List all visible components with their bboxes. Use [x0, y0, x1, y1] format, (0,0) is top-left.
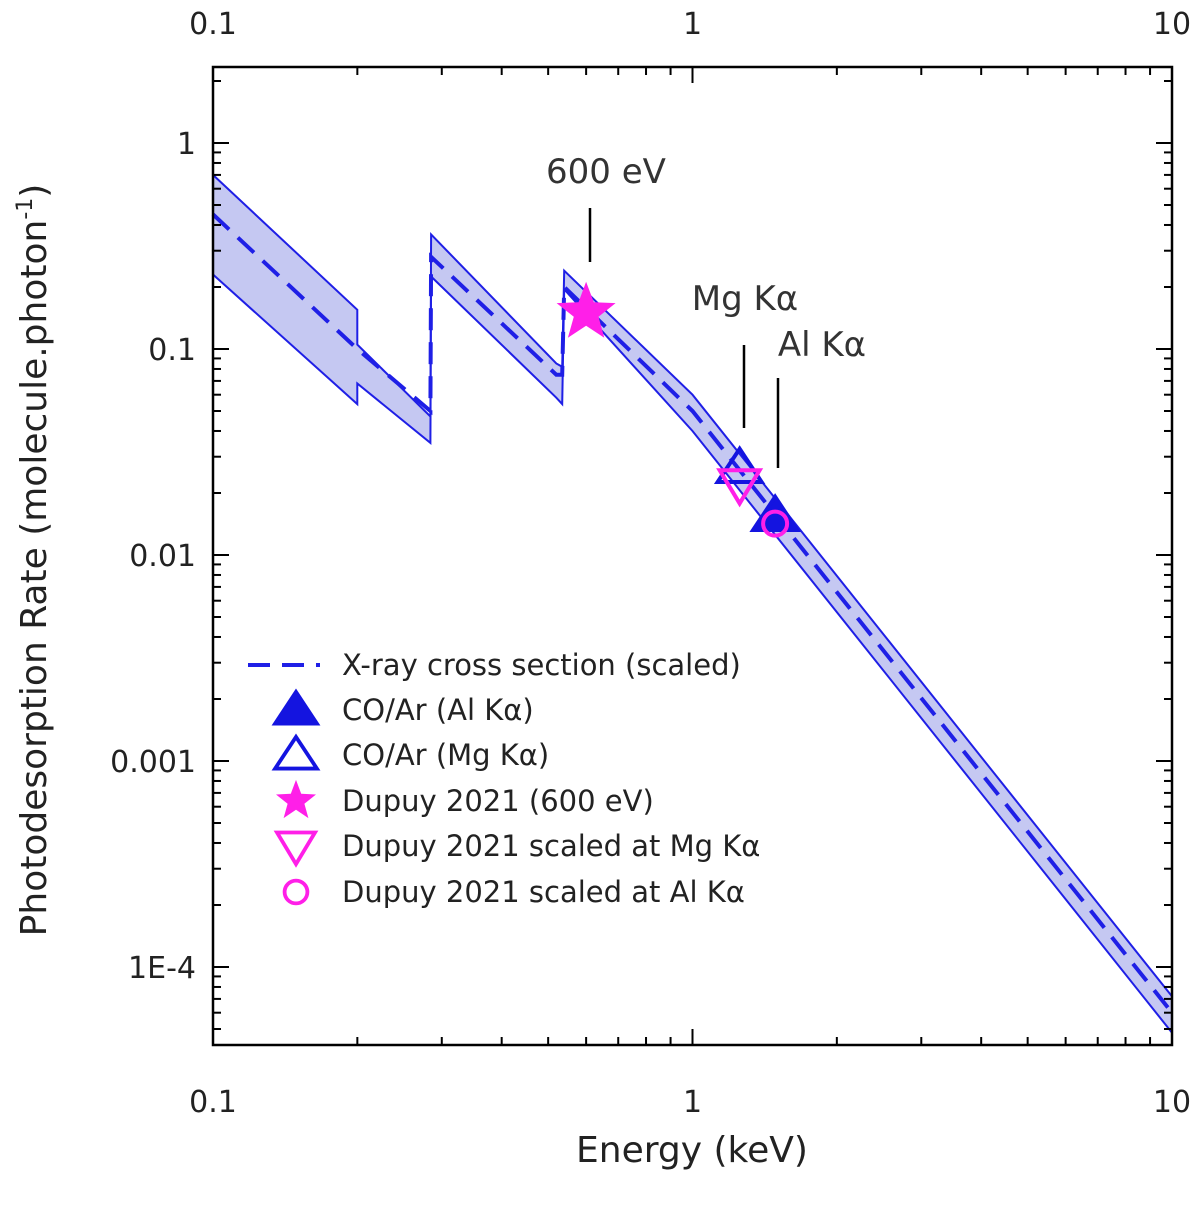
x-tick-label-top: 1	[683, 7, 702, 42]
y-tick-label: 1E-4	[128, 951, 196, 986]
x-axis-title: Energy (keV)	[576, 1130, 808, 1171]
band-upper-edge	[212, 174, 1173, 998]
data-point-open-triangle-0	[713, 445, 766, 485]
al-point-inner-dot	[767, 515, 784, 532]
y-tick-label: 0.1	[148, 333, 196, 368]
y-axis-title-sup: -1	[13, 198, 38, 220]
data-point-star-0	[556, 281, 616, 338]
x-tick-label-top: 0.1	[189, 7, 237, 42]
x-tick-label-bottom: 0.1	[189, 1085, 237, 1120]
legend-swatch-open-circle	[282, 878, 310, 906]
legend-label: Dupuy 2021 scaled at Al Kα	[342, 875, 745, 909]
legend-swatch-star	[276, 779, 316, 819]
band-lower-edge	[212, 273, 1173, 1034]
annotation-label: Al Kα	[778, 325, 866, 365]
annotations: 600 eV Mg Kα Al Kα	[546, 152, 866, 468]
legend: X-ray cross section (scaled) CO/Ar (Al Kα…	[248, 648, 760, 909]
annotation-label: 600 eV	[546, 152, 666, 192]
legend-swatch-open-triangle	[271, 733, 321, 771]
axis-ticks: 0.1 0.1 1 1 10 10 1 0.1 0.01 0.001 1E-4	[110, 7, 1191, 1120]
plot-area	[211, 174, 1174, 1034]
y-tick-label: 1	[177, 127, 196, 162]
annotation-label: Mg Kα	[692, 279, 798, 319]
legend-swatch-open-down-triangle	[273, 830, 319, 868]
data-point-open-circle-0	[761, 509, 790, 538]
x-tick-label-top: 10	[1153, 7, 1191, 42]
y-tick-label: 0.01	[129, 539, 196, 574]
y-axis-title-main: Photodesorption Rate (molecule.photon	[14, 220, 55, 937]
x-tick-label-bottom: 1	[683, 1085, 702, 1120]
legend-label: Dupuy 2021 scaled at Mg Kα	[342, 829, 760, 863]
legend-swatch-filled-triangle	[271, 688, 321, 726]
legend-label: X-ray cross section (scaled)	[342, 648, 741, 682]
data-point-open-down-triangle-0	[716, 468, 764, 508]
legend-label: Dupuy 2021 (600 eV)	[342, 784, 654, 818]
y-axis-title: Photodesorption Rate (molecule.photon-1)	[13, 184, 55, 937]
xray-cross-section-line	[211, 212, 1174, 1014]
legend-label: CO/Ar (Mg Kα)	[342, 738, 549, 772]
y-axis-title-close: )	[14, 184, 55, 198]
y-tick-label: 0.001	[110, 745, 196, 780]
legend-label: CO/Ar (Al Kα)	[342, 693, 534, 727]
x-tick-label-bottom: 10	[1153, 1085, 1191, 1120]
